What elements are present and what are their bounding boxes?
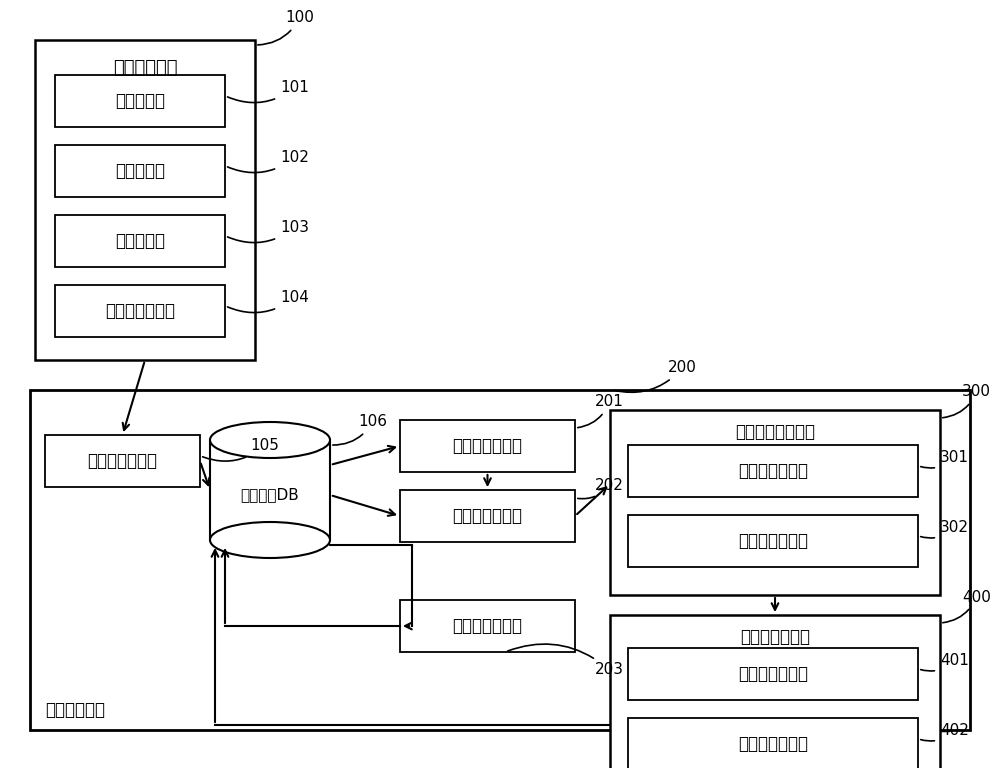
Bar bbox=[610, 615, 940, 768]
Text: 100: 100 bbox=[258, 11, 314, 45]
Text: 103: 103 bbox=[228, 220, 309, 243]
Text: 106: 106 bbox=[333, 415, 387, 445]
Text: 虚拟模拟装置: 虚拟模拟装置 bbox=[45, 701, 105, 719]
Text: 检修场内DB: 检修场内DB bbox=[241, 488, 299, 502]
Text: 302: 302 bbox=[921, 520, 969, 538]
Text: 200: 200 bbox=[616, 360, 697, 392]
Text: 虚拟自主检修部: 虚拟自主检修部 bbox=[738, 532, 808, 550]
Text: 场内地图生成部: 场内地图生成部 bbox=[88, 452, 158, 470]
Bar bbox=[30, 390, 970, 730]
Text: 201: 201 bbox=[578, 395, 624, 428]
Bar bbox=[400, 600, 575, 652]
Bar bbox=[610, 410, 940, 595]
Bar bbox=[628, 718, 918, 768]
Text: 203: 203 bbox=[508, 644, 624, 677]
Text: 101: 101 bbox=[228, 81, 309, 103]
Text: 300: 300 bbox=[943, 385, 991, 418]
Text: 周围点群取得部: 周围点群取得部 bbox=[105, 302, 175, 320]
Text: 虚拟机器人动作部: 虚拟机器人动作部 bbox=[735, 423, 815, 441]
Text: 202: 202 bbox=[578, 478, 624, 498]
Text: 位置取得部: 位置取得部 bbox=[115, 92, 165, 110]
Text: 检修信息修正部: 检修信息修正部 bbox=[740, 628, 810, 646]
Bar bbox=[400, 490, 575, 542]
Text: 对象拍摄设备: 对象拍摄设备 bbox=[113, 59, 177, 77]
Text: 检修对象修正部: 检修对象修正部 bbox=[738, 735, 808, 753]
Bar bbox=[210, 440, 330, 540]
Ellipse shape bbox=[210, 522, 330, 558]
Text: 巡视计划设定部: 巡视计划设定部 bbox=[452, 617, 522, 635]
Text: 102: 102 bbox=[228, 151, 309, 173]
Text: 105: 105 bbox=[203, 439, 279, 461]
Text: 图像取得部: 图像取得部 bbox=[115, 232, 165, 250]
Bar bbox=[628, 515, 918, 567]
Text: 401: 401 bbox=[921, 654, 969, 671]
Bar bbox=[55, 285, 225, 337]
Text: 行驶路径生成部: 行驶路径生成部 bbox=[452, 437, 522, 455]
Bar bbox=[400, 420, 575, 472]
Text: 104: 104 bbox=[228, 290, 309, 313]
Bar bbox=[55, 75, 225, 127]
Text: 检修对象设定部: 检修对象设定部 bbox=[452, 507, 522, 525]
Ellipse shape bbox=[210, 422, 330, 458]
Text: 方位取得部: 方位取得部 bbox=[115, 162, 165, 180]
Bar bbox=[55, 215, 225, 267]
Text: 检修路径修正部: 检修路径修正部 bbox=[738, 665, 808, 683]
Bar bbox=[628, 648, 918, 700]
Bar bbox=[35, 40, 255, 360]
Text: 402: 402 bbox=[921, 723, 969, 741]
Text: 400: 400 bbox=[943, 590, 991, 623]
Text: 301: 301 bbox=[921, 450, 969, 468]
Bar bbox=[55, 145, 225, 197]
Text: 虚拟自主行驶部: 虚拟自主行驶部 bbox=[738, 462, 808, 480]
Bar bbox=[628, 445, 918, 497]
Bar bbox=[45, 435, 200, 487]
